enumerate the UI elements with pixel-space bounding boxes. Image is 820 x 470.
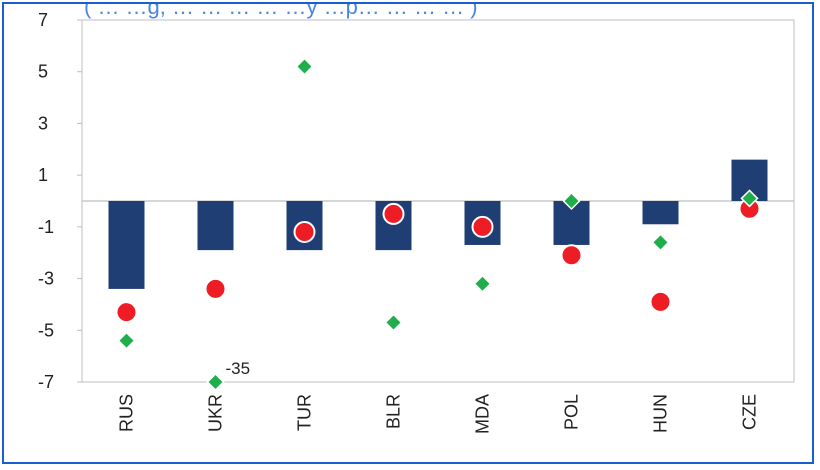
y-tick-label: -7 [38,372,54,392]
circle-point-blr [382,202,405,225]
bar-ukr [197,201,234,251]
diamond-point-tur [295,57,314,76]
circle-point-pol [560,244,583,267]
x-tick-label-tur: TUR [295,394,315,431]
x-tick-label-hun: HUN [651,394,671,433]
circle-point-ukr [204,277,227,300]
y-tick-label: 7 [38,10,48,30]
y-tick-label: 5 [38,62,48,82]
x-tick-label-mda: MDA [473,394,493,434]
y-tick-label: -3 [38,269,54,289]
bar-rus [108,201,145,289]
y-tick-label: -1 [38,217,54,237]
diamond-point-cze [740,189,759,208]
diamond-point-pol [562,191,581,211]
circle-point-rus [115,301,138,324]
circle-point-mda [471,215,494,238]
chart-frame: ( … …g, … … … … …y …p… … … … ) 7 5 3 1 -1 -3 -… [2,0,814,464]
diamond-point-mda [473,274,492,293]
combo-chart: ( … …g, … … … … …y …p… … … … ) 7 5 3 1 -1 -3 -… [38,0,795,434]
y-tick-label: 3 [38,113,48,133]
circle-point-tur [293,221,316,244]
plot-area: 7 5 3 1 -1 -3 -5 -7 -35 RUS UKR TUR BLR MDA POL HUN CZE [38,10,795,434]
diamond-point-hun [651,233,670,252]
y-tick-label: 1 [38,165,48,185]
y-tick-label: -5 [38,320,54,340]
data-annotation-label: -35 [226,359,251,378]
circle-point-hun [649,290,672,313]
chart-title-fragment: ( … …g, … … … … …y …p… … … … ) [84,4,478,19]
x-tick-label-pol: POL [562,394,582,430]
x-tick-label-rus: RUS [117,394,137,432]
diamond-point-ukr [206,372,225,392]
diamond-point-blr [384,313,403,332]
diamond-point-rus [117,331,136,350]
x-tick-label-blr: BLR [384,394,404,429]
x-tick-label-cze: CZE [740,394,760,430]
x-tick-label-ukr: UKR [206,394,226,432]
bar-hun [642,201,679,225]
